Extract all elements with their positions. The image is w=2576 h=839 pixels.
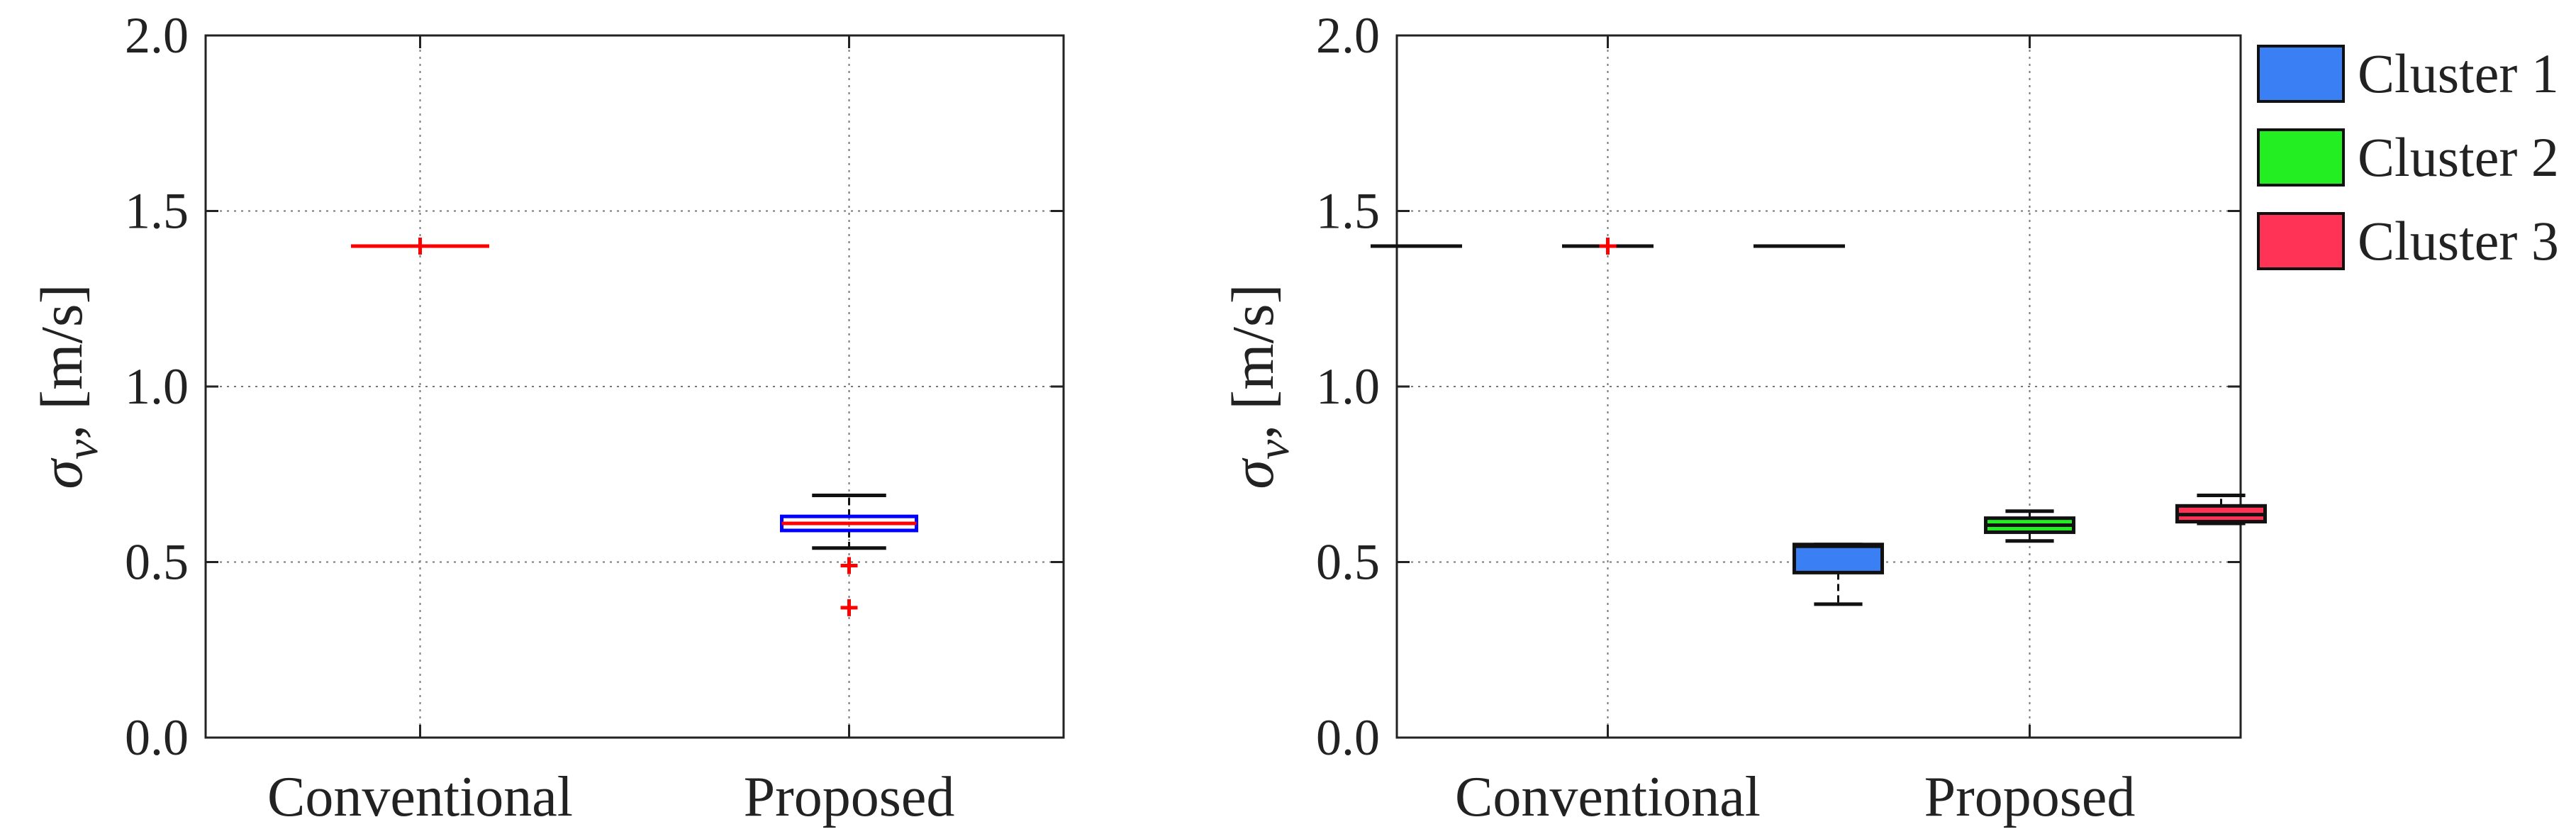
- y-label-subscript: v: [57, 439, 107, 460]
- y-tick-label: 1.5: [125, 183, 189, 240]
- legend-swatch: [2257, 45, 2345, 103]
- outlier-marker: [411, 238, 429, 255]
- left-box-plot: 0.0 0.5 1.0 1.5 2.0 Conventional Proposed σv, […: [29, 7, 1065, 828]
- box-element: [1792, 543, 1884, 606]
- outlier-marker: [840, 599, 858, 616]
- box-element: [1984, 509, 2075, 543]
- legend-swatch: [2257, 128, 2345, 187]
- y-label-symbol: σ: [1220, 457, 1286, 489]
- y-tick-label: 2.0: [125, 7, 189, 64]
- legend-entry: Cluster 3: [2358, 210, 2559, 272]
- legend-entry: Cluster 2: [2358, 126, 2559, 188]
- box-element: [780, 493, 918, 616]
- y-tick-label: 1.0: [1316, 358, 1380, 415]
- y-tick-label: 0.5: [125, 534, 189, 591]
- y-label-unit: , [m/s]: [1220, 284, 1286, 439]
- legend-swatch: [2257, 212, 2345, 270]
- y-axis-label: σv, [m/s]: [1220, 284, 1298, 489]
- y-label-symbol: σ: [29, 457, 95, 489]
- y-tick-label: 0.0: [125, 709, 189, 766]
- box-element: [1562, 238, 1654, 255]
- outlier-marker: [1599, 238, 1617, 255]
- box-element: [2175, 493, 2267, 526]
- legend-entry: Cluster 1: [2358, 43, 2559, 104]
- outlier-marker: [840, 557, 858, 574]
- y-label-unit: , [m/s]: [29, 284, 95, 439]
- box-body: [1792, 543, 1884, 574]
- category-label: Conventional: [1455, 766, 1761, 828]
- y-axis-label: σv, [m/s]: [29, 284, 107, 489]
- right-box-plot: 0.0 0.5 1.0 1.5 2.0 Conventional Proposed σv, […: [1220, 7, 2267, 828]
- y-label-subscript: v: [1248, 439, 1298, 460]
- category-label: Proposed: [1924, 766, 2136, 828]
- category-label: Proposed: [744, 766, 955, 828]
- y-tick-label: 1.0: [125, 358, 189, 415]
- y-tick-label: 0.5: [1316, 534, 1380, 591]
- y-tick-label: 1.5: [1316, 183, 1380, 240]
- y-tick-label: 2.0: [1316, 7, 1380, 64]
- legend: Cluster 1 Cluster 2 Cluster 3: [2255, 39, 2567, 304]
- box-element: [351, 238, 489, 255]
- category-label: Conventional: [267, 766, 573, 828]
- y-tick-label: 0.0: [1316, 709, 1380, 766]
